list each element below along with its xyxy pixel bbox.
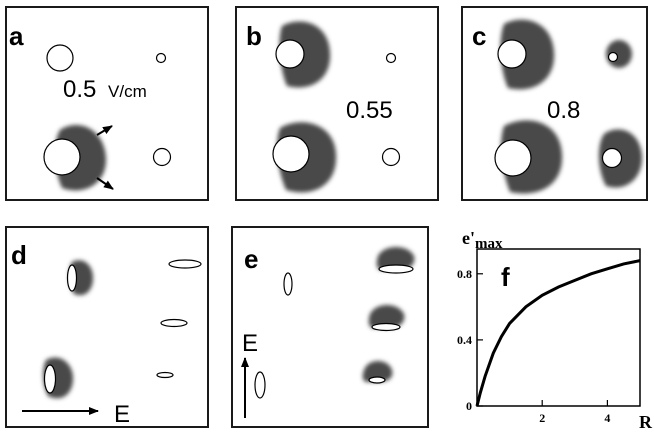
droplet bbox=[497, 39, 527, 69]
deformation-arrow bbox=[96, 125, 113, 136]
ion-cloud bbox=[279, 21, 331, 88]
x-tick-label: 4 bbox=[604, 411, 610, 425]
droplet bbox=[272, 135, 310, 173]
droplet bbox=[43, 138, 81, 176]
droplet bbox=[368, 376, 386, 384]
ion-cloud bbox=[368, 305, 405, 328]
field-strength-label: 0.5 V/cm bbox=[63, 76, 147, 103]
droplet bbox=[601, 147, 623, 169]
droplet bbox=[283, 272, 293, 296]
droplet bbox=[168, 259, 202, 269]
panel-b: b 0.55 bbox=[235, 6, 439, 201]
ion-cloud bbox=[500, 19, 555, 90]
panel-e: e E bbox=[231, 226, 429, 428]
y-tick-label: 0 bbox=[466, 399, 472, 413]
y-axis-title-main: e' bbox=[462, 228, 475, 248]
droplet bbox=[494, 139, 532, 177]
ion-cloud bbox=[362, 361, 393, 382]
droplet bbox=[160, 318, 188, 328]
droplet bbox=[378, 264, 414, 274]
panel-e-label: e bbox=[244, 244, 258, 274]
panel-a-label: a bbox=[9, 21, 24, 51]
x-tick-label: 2 bbox=[539, 411, 545, 425]
panel-f-chart: e'max R f 2 4 0 0.4 0.8 bbox=[438, 210, 654, 432]
field-direction-label: E bbox=[242, 330, 258, 357]
y-axis-title: e'max bbox=[462, 228, 503, 252]
panel-d-label: d bbox=[11, 240, 27, 270]
data-series-line bbox=[475, 259, 641, 407]
droplet bbox=[254, 371, 266, 399]
droplet bbox=[385, 52, 397, 64]
x-axis-title: R bbox=[639, 412, 653, 432]
y-axis-title-sub: max bbox=[475, 236, 503, 252]
droplet bbox=[43, 364, 57, 394]
droplet bbox=[152, 147, 172, 167]
axis-ticks: 2 4 0 0.4 0.8 bbox=[457, 267, 610, 425]
deformation-arrow bbox=[96, 177, 114, 190]
ion-cloud bbox=[376, 247, 415, 270]
panel-a: a 0.5 V/cm bbox=[5, 6, 209, 201]
field-strength-value: 0.8 bbox=[547, 97, 580, 124]
droplet bbox=[156, 371, 174, 379]
panel-c: c 0.8 bbox=[461, 6, 648, 201]
y-tick-label: 0.8 bbox=[457, 267, 472, 281]
droplet bbox=[46, 44, 74, 72]
droplet bbox=[607, 51, 619, 63]
field-strength-unit: V/cm bbox=[108, 82, 147, 101]
plot-area-frame bbox=[476, 248, 641, 407]
droplet bbox=[155, 52, 167, 64]
field-strength-value: 0.5 bbox=[63, 76, 96, 103]
panel-b-label: b bbox=[246, 21, 262, 51]
droplet bbox=[371, 322, 401, 332]
y-tick-label: 0.4 bbox=[457, 333, 472, 347]
panel-f-label: f bbox=[501, 262, 510, 292]
panel-d: d E bbox=[5, 226, 209, 428]
field-strength-value: 0.55 bbox=[346, 97, 393, 124]
field-direction-label: E bbox=[114, 401, 130, 428]
droplet bbox=[66, 264, 78, 292]
droplet bbox=[381, 147, 401, 167]
panel-c-label: c bbox=[472, 21, 486, 51]
droplet bbox=[275, 39, 305, 69]
